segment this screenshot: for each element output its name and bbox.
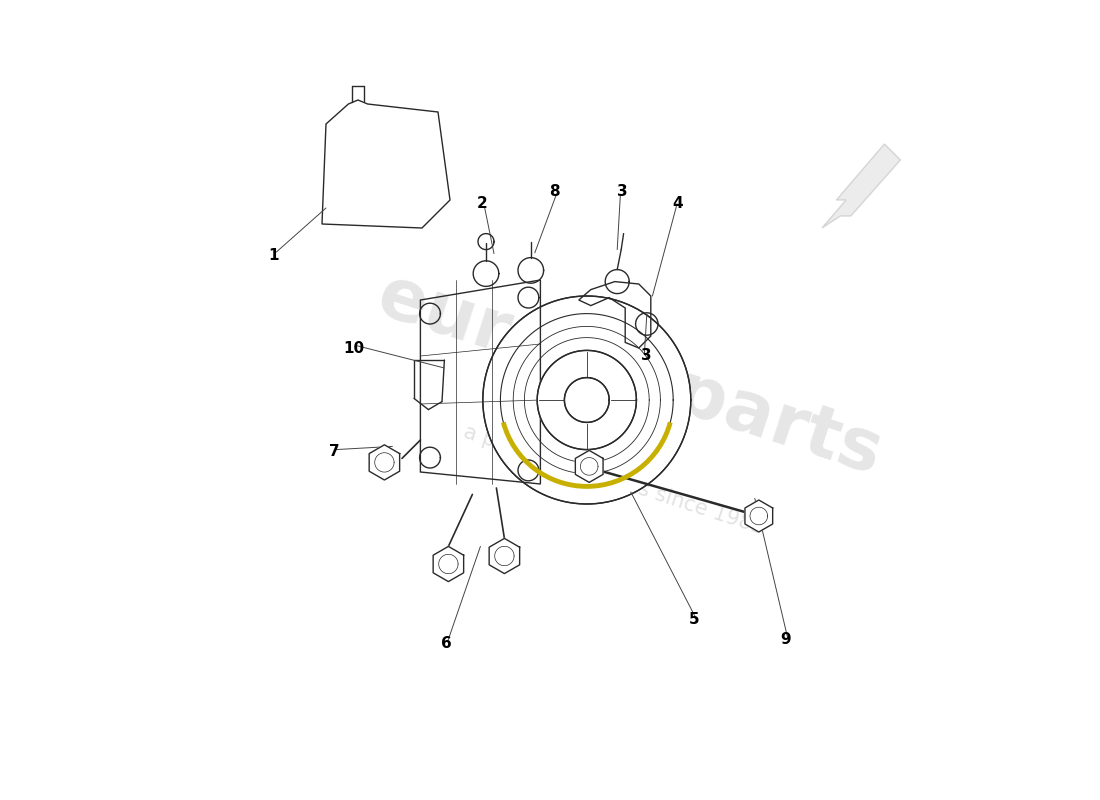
Text: 7: 7 <box>329 445 339 459</box>
Text: 3: 3 <box>617 185 627 199</box>
Polygon shape <box>822 144 901 228</box>
Text: 8: 8 <box>549 185 559 199</box>
Text: 9: 9 <box>781 633 791 647</box>
Text: 5: 5 <box>689 613 700 627</box>
Polygon shape <box>370 445 399 480</box>
Polygon shape <box>575 450 603 482</box>
Text: a passion for parts since 1985: a passion for parts since 1985 <box>461 422 767 538</box>
Text: 2: 2 <box>476 197 487 211</box>
Polygon shape <box>433 546 463 582</box>
Polygon shape <box>745 500 772 532</box>
Polygon shape <box>537 350 637 450</box>
Polygon shape <box>483 296 691 504</box>
Text: 1: 1 <box>268 249 279 263</box>
Polygon shape <box>564 378 609 422</box>
Text: 4: 4 <box>673 197 683 211</box>
Polygon shape <box>490 538 519 574</box>
Text: 10: 10 <box>343 341 364 355</box>
Text: eurocarparts: eurocarparts <box>368 262 891 490</box>
Text: 3: 3 <box>640 349 651 363</box>
Text: 6: 6 <box>441 637 451 651</box>
